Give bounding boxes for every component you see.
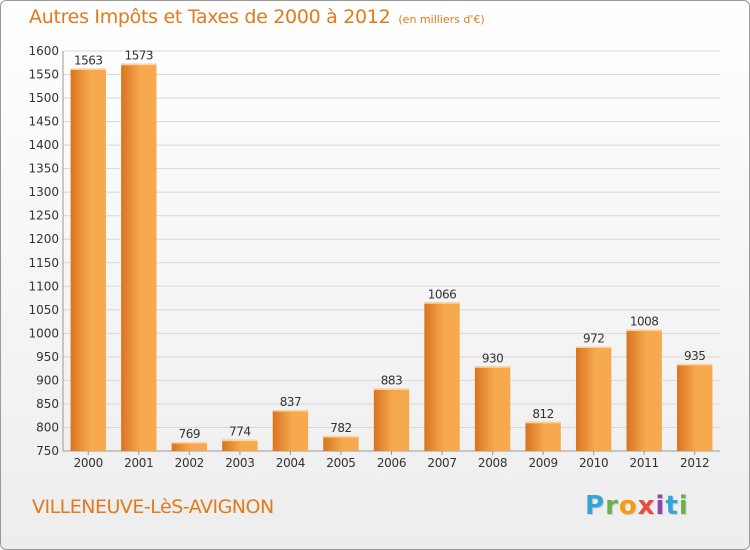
y-tick-label: 1150 [28, 256, 59, 270]
data-label-2010: 972 [583, 332, 604, 346]
bar-highlight [272, 410, 309, 412]
y-tick-label: 1600 [28, 44, 59, 58]
y-tick-label: 1550 [28, 68, 59, 82]
x-tick-label: 2001 [124, 456, 153, 470]
chart-subtitle: (en milliers d'€) [398, 13, 485, 26]
logo-letter: o [618, 491, 638, 521]
data-label-2011: 1008 [630, 315, 659, 329]
bar-highlight [373, 388, 410, 390]
y-tick-label: 1250 [28, 209, 59, 223]
logo-letter: i [655, 491, 666, 521]
y-tick-label: 1050 [28, 303, 59, 317]
x-tick-label: 2003 [225, 456, 254, 470]
x-tick-label: 2000 [74, 456, 103, 470]
y-tick-label: 950 [36, 350, 59, 364]
bar-2011 [626, 329, 662, 451]
bar-2002 [171, 442, 208, 451]
data-label-2006: 883 [381, 373, 402, 387]
x-tick-label: 2007 [427, 456, 456, 470]
data-label-2009: 812 [532, 407, 553, 421]
bar-highlight [222, 439, 258, 442]
y-tick-label: 900 [36, 373, 59, 387]
logo-letter: r [605, 491, 619, 521]
y-tick-label: 1350 [28, 162, 59, 176]
y-tick-label: 1000 [28, 326, 59, 340]
y-tick-label: 850 [36, 397, 59, 411]
y-tick-label: 1300 [28, 185, 59, 199]
x-tick-label: 2005 [326, 456, 355, 470]
bars [70, 63, 713, 452]
bar-highlight [70, 68, 106, 70]
bar-2006 [373, 388, 410, 451]
logo-letter: P [585, 491, 606, 521]
y-tick-label: 1500 [28, 91, 59, 105]
x-tick-label: 2009 [528, 456, 557, 470]
bar-2009 [525, 421, 561, 451]
data-label-2005: 782 [330, 421, 351, 435]
bar-highlight [677, 363, 713, 366]
x-tick-label: 2002 [175, 456, 204, 470]
bar-highlight [575, 346, 612, 349]
bar-2001 [121, 63, 157, 452]
data-labels: 1563 1573 769 774 837 782 883 1066 930 812 972 1008… [74, 49, 706, 441]
y-tick-label: 1100 [28, 279, 59, 293]
title-text: Autres Impôts et Taxes de 2000 à 2012 [29, 6, 391, 28]
x-tick-label: 2010 [579, 456, 608, 470]
x-tick-labels: 2000 2001 2002 2003 2004 2005 2006 2007 2008 2009… [74, 456, 710, 470]
bar-2003 [222, 439, 258, 451]
data-label-2007: 1066 [428, 287, 457, 301]
bar-highlight [171, 442, 208, 444]
bar-2000 [70, 68, 106, 451]
x-tick-label: 2012 [680, 456, 709, 470]
y-tick-label: 1400 [28, 138, 59, 152]
bar-highlight [323, 435, 359, 438]
logo-letter: x [637, 491, 656, 521]
data-label-2004: 837 [280, 395, 301, 409]
bar-2005 [323, 435, 359, 451]
bar-highlight [424, 302, 460, 304]
bar-highlight [121, 63, 157, 66]
x-tick-label: 2004 [276, 456, 305, 470]
y-tick-label: 800 [36, 420, 59, 434]
data-label-2000: 1563 [74, 53, 103, 67]
data-label-2003: 774 [229, 425, 250, 439]
y-tick-label: 750 [36, 444, 59, 458]
data-label-2002: 769 [179, 427, 200, 441]
y-tick-labels: 750 800 850 900 950 1000 1050 1100 1150 1200 1250 1… [28, 44, 59, 458]
logo-letter: t [665, 491, 679, 521]
bar-2010 [575, 346, 612, 451]
bar-2008 [474, 366, 511, 451]
x-tick-label: 2008 [478, 456, 507, 470]
y-tick-label: 1450 [28, 115, 59, 129]
y-tick-label: 1200 [28, 232, 59, 246]
data-label-2001: 1573 [125, 49, 154, 63]
x-tick-label: 2006 [377, 456, 406, 470]
city-name: VILLENEUVE-LèS-AVIGNON [32, 496, 274, 518]
bar-highlight [626, 329, 662, 332]
bar-2004 [272, 410, 309, 451]
logo-letter: i [678, 491, 689, 521]
bar-highlight [525, 421, 561, 424]
x-tick-label: 2011 [630, 456, 659, 470]
bar-2007 [424, 302, 460, 451]
proxiti-logo: Proxiti [585, 491, 689, 521]
bar-2012 [677, 363, 713, 451]
bar-highlight [474, 366, 511, 368]
data-label-2008: 930 [482, 351, 503, 365]
chart-title: Autres Impôts et Taxes de 2000 à 2012 (en… [29, 6, 485, 28]
data-label-2012: 935 [684, 349, 705, 363]
